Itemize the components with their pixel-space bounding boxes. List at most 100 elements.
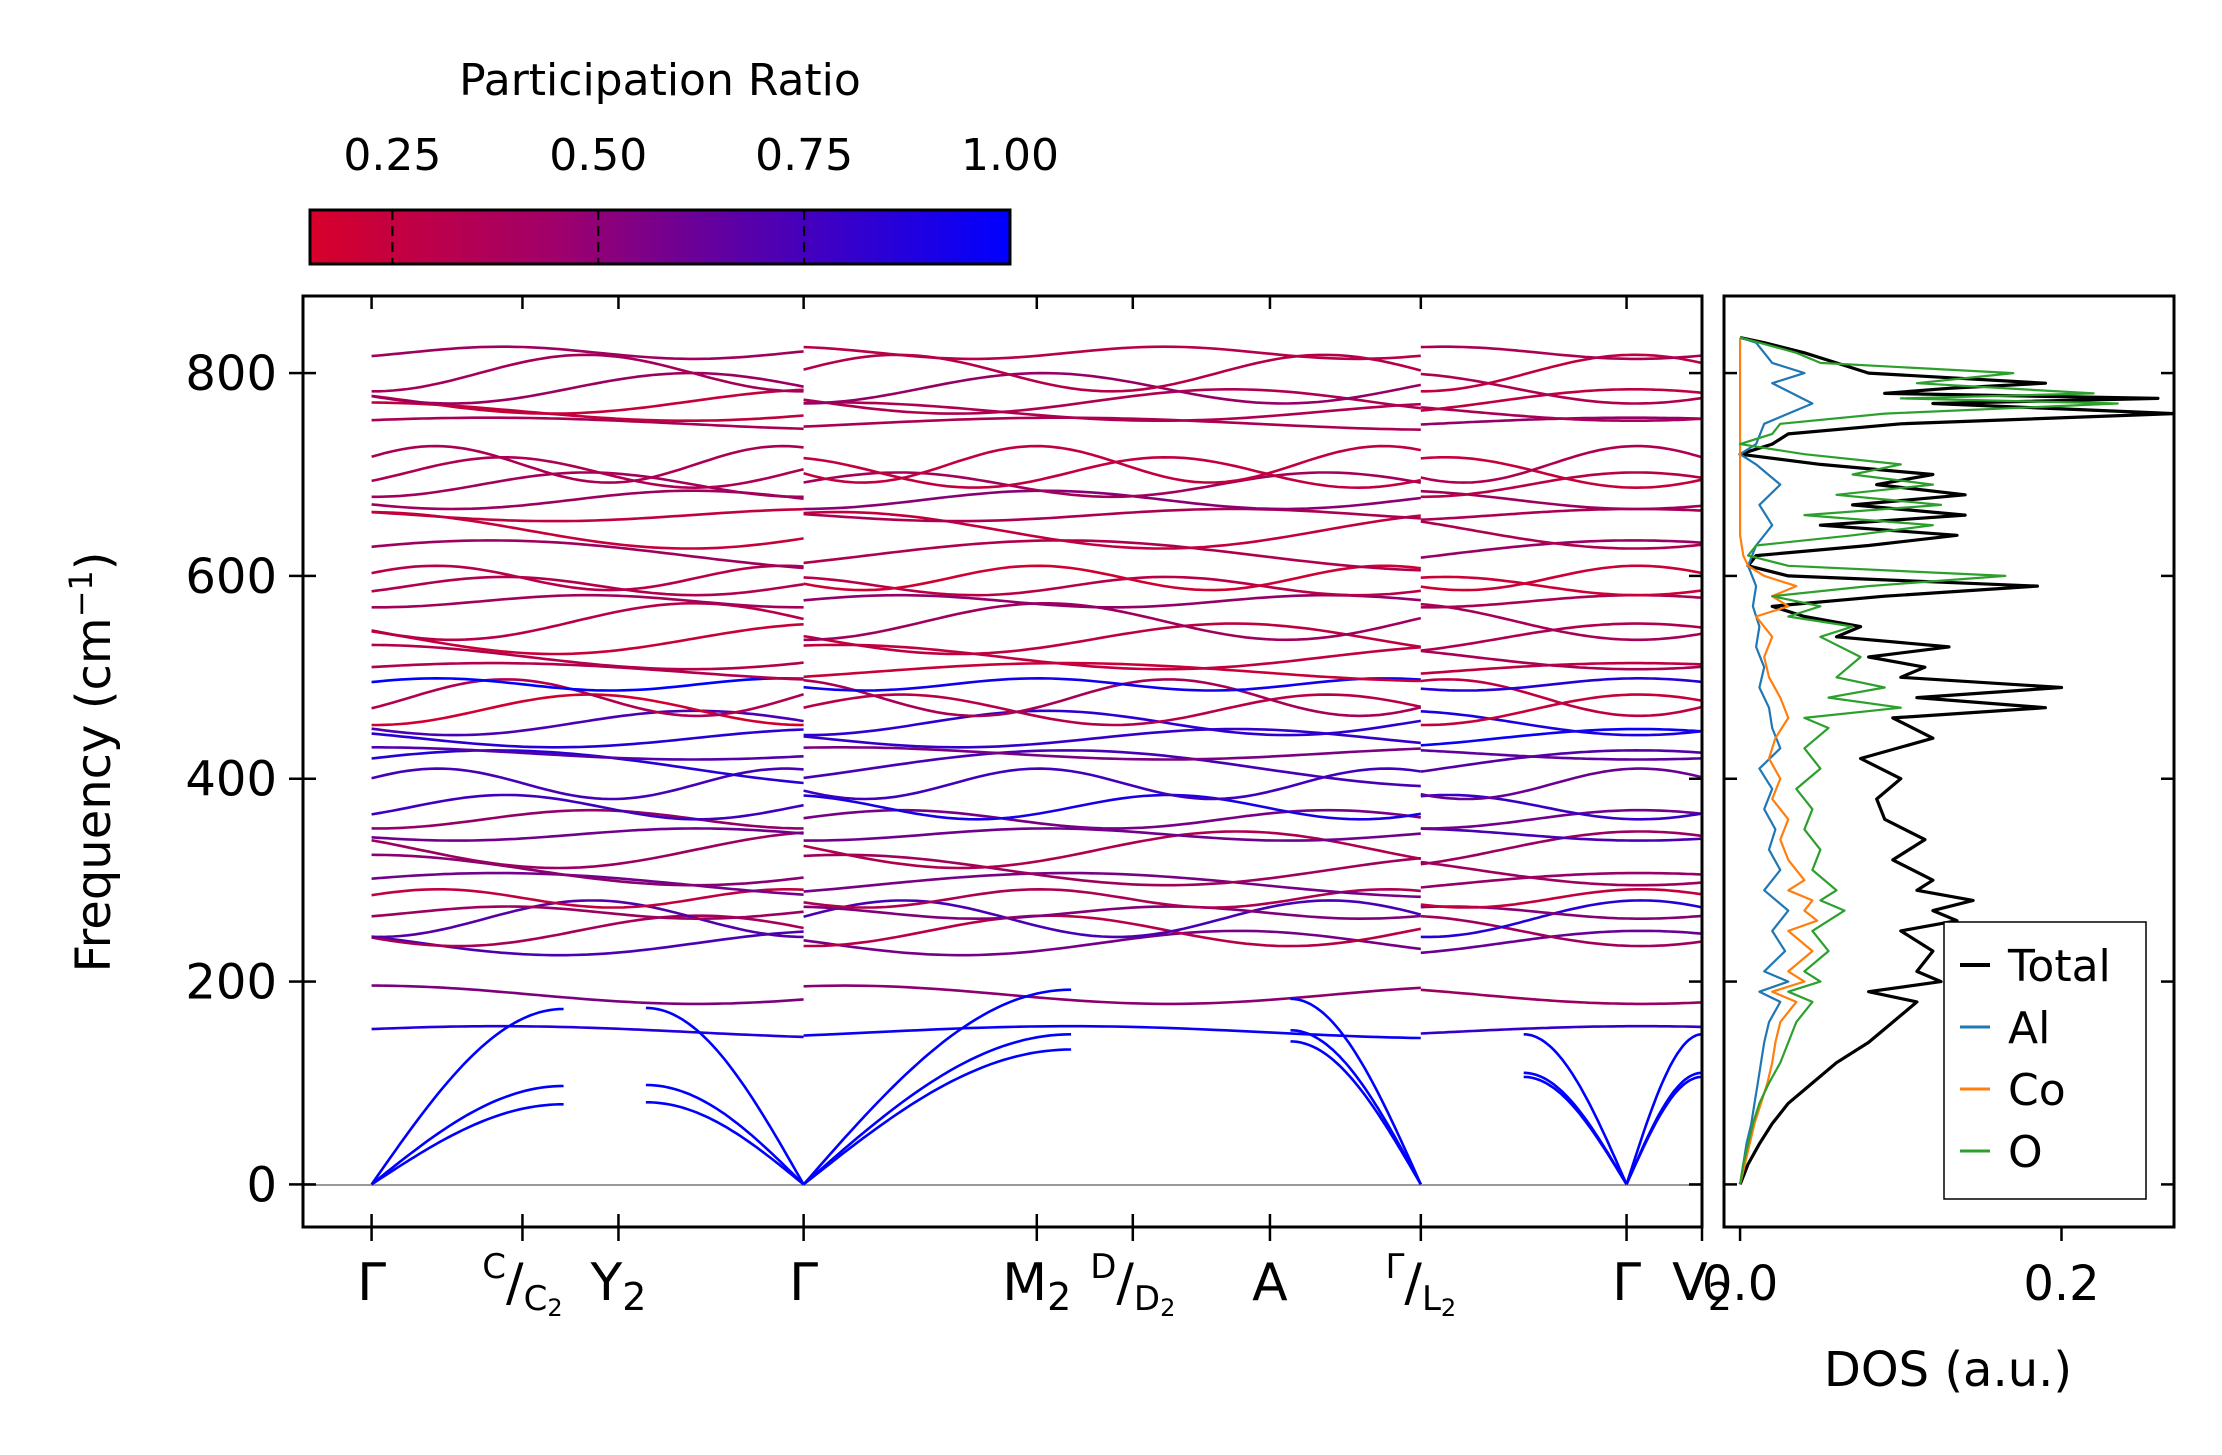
- phonon-band: [1420, 520, 1702, 550]
- phonon-band: [803, 899, 1422, 939]
- phonon-band: [371, 871, 804, 896]
- phonon-band: [371, 623, 804, 656]
- phonon-band: [371, 930, 804, 957]
- phonon-band: [1420, 388, 1702, 412]
- phonon-band: [803, 678, 1422, 718]
- phonon-band: [803, 510, 1421, 550]
- band-y-tick-label: 600: [185, 549, 277, 605]
- high-symmetry-label: C/C2: [482, 1247, 562, 1322]
- phonon-band: [371, 984, 804, 1006]
- phonon-band: [1420, 649, 1702, 671]
- phonon-band: [1420, 622, 1702, 652]
- colorbar-ticks: 0.25 0.50 0.75 1.00: [343, 130, 1059, 264]
- phonon-band: [371, 888, 804, 909]
- phonon-band: [803, 602, 1422, 642]
- phonon-band: [803, 984, 1421, 1006]
- label-upper: C: [482, 1247, 506, 1287]
- phonon-band: [803, 767, 1421, 801]
- phonon-band: [1420, 871, 1702, 889]
- phonon-band: [371, 388, 804, 415]
- phonon-band: [803, 914, 1422, 948]
- acoustic-branch: [1625, 1075, 1702, 1185]
- label-slash: /: [506, 1253, 524, 1313]
- acoustic-branch: [1523, 1071, 1628, 1186]
- phonon-band: [803, 661, 1421, 683]
- phonon-band: [803, 489, 1421, 511]
- phonon-band: [1420, 899, 1702, 939]
- phonon-band: [803, 416, 1421, 431]
- label-upper: D: [1090, 1247, 1116, 1287]
- phonon-band: [371, 602, 804, 642]
- band-plot-frame: [301, 294, 1704, 1229]
- phonon-band: [371, 643, 804, 671]
- legend-label: O: [2008, 1127, 2043, 1178]
- colorbar-tick-label: 0.25: [343, 130, 441, 181]
- label-lower: L: [1422, 1279, 1441, 1319]
- phonon-band: [371, 808, 804, 830]
- label-lower-sub: 2: [1160, 1294, 1175, 1322]
- phonon-band: [1420, 748, 1702, 773]
- phonon-band: [1420, 693, 1702, 727]
- label-main: A: [1252, 1253, 1288, 1313]
- phonon-band: [371, 345, 804, 361]
- acoustic-branch: [1290, 1029, 1422, 1186]
- dos-x-tick-label: 0.0: [1702, 1256, 1778, 1312]
- colorbar-tick-label: 0.50: [549, 130, 647, 181]
- phonon-band: [1420, 353, 1702, 393]
- phonon-band: [1420, 749, 1702, 761]
- phonon-band: [1420, 678, 1702, 718]
- band-y-axis-label: Frequency (cm−1): [62, 551, 122, 972]
- phonon-band: [371, 1024, 804, 1039]
- phonon-band: [1420, 372, 1702, 405]
- acoustic-branch: [802, 1033, 1072, 1186]
- phonon-band: [1420, 406, 1702, 422]
- high-symmetry-label: D/D2: [1090, 1247, 1175, 1322]
- phonon-band: [1420, 1024, 1702, 1035]
- colorbar-title: Participation Ratio: [459, 55, 861, 106]
- acoustic-branch: [1625, 1071, 1702, 1185]
- band-y-tick-label: 0: [246, 1157, 277, 1213]
- phonon-band: [1420, 988, 1702, 1006]
- dos-series: [1738, 336, 2174, 1185]
- acoustic-branch: [1290, 997, 1422, 1185]
- phonon-band: [803, 905, 1421, 921]
- phonon-band: [371, 539, 804, 570]
- phonon-band: [803, 345, 1421, 361]
- phonon-band: [371, 678, 804, 718]
- dos-x-tick-label: 0.2: [2023, 1256, 2099, 1312]
- phonon-band: [1420, 602, 1702, 642]
- phonon-band: [1420, 345, 1702, 361]
- phonon-band: [371, 853, 804, 887]
- label-main: Y: [589, 1253, 622, 1313]
- high-symmetry-label: A: [1252, 1253, 1288, 1313]
- phonon-band: [371, 564, 804, 592]
- phonon-band: [1420, 575, 1702, 597]
- high-symmetry-label: Γ: [357, 1253, 386, 1313]
- phonon-band: [803, 853, 1421, 887]
- dos-axes: 0.0 0.2: [1702, 371, 2174, 1312]
- colorbar-tick-label: 0.75: [755, 130, 853, 181]
- legend: Total Al Co O: [1943, 921, 2147, 1200]
- phonon-band: [803, 749, 1421, 788]
- phonon-band: [803, 471, 1422, 499]
- phonon-band: [1420, 677, 1702, 692]
- phonon-bands: [370, 345, 1702, 1186]
- dos-line-al: [1739, 336, 1814, 1185]
- phonon-band: [371, 676, 804, 692]
- legend-label: Total: [2007, 941, 2111, 992]
- phonon-band: [1420, 767, 1702, 801]
- colorbar-tick-label: 1.00: [961, 130, 1059, 181]
- phonon-band: [803, 676, 1421, 692]
- phonon-band: [1420, 471, 1702, 499]
- phonon-band: [803, 575, 1421, 597]
- phonon-band: [803, 929, 1421, 957]
- phonon-band: [1420, 793, 1702, 821]
- phonon-band: [803, 693, 1422, 727]
- acoustic-branch: [370, 1103, 564, 1186]
- phonon-band: [803, 507, 1421, 523]
- phonon-band: [803, 727, 1421, 749]
- phonon-band: [803, 830, 1422, 870]
- phonon-band: [1420, 727, 1702, 747]
- acoustic-branch: [370, 1007, 564, 1186]
